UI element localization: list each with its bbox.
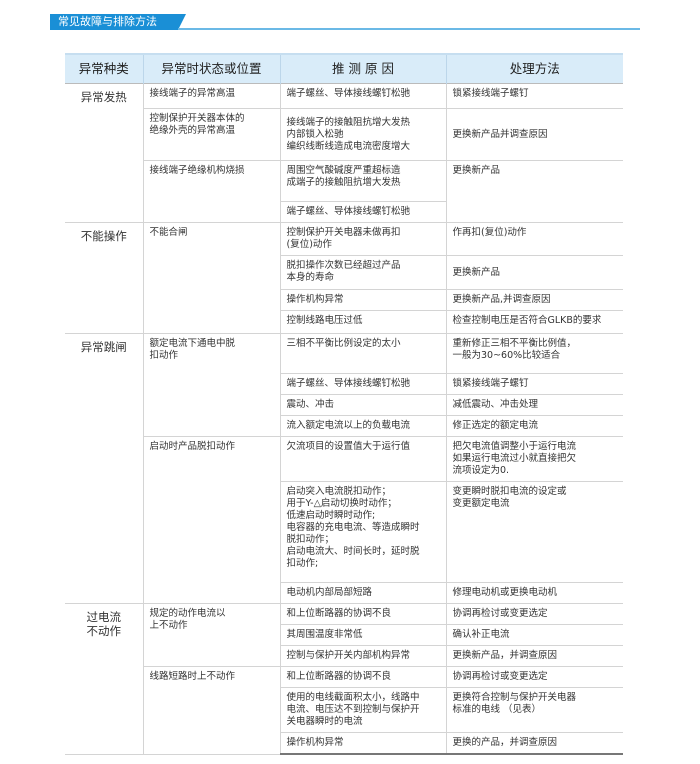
section-title: 常见故障与排除方法 [50, 14, 186, 30]
state-cell: 不能合闸 [142, 222, 281, 334]
table-row: 操作机构异常 更换的产品，并调查原因 [65, 732, 623, 755]
solution-cell: 修理电动机或更换电动机 [445, 582, 623, 604]
category-cell: 异常发热 [65, 83, 144, 223]
cause-cell: 启动突入电流脱扣动作； 用于Y-△启动切换时动作； 低速启动时瞬时动作; 电容器… [279, 481, 447, 583]
state-cell: 启动时产品脱扣动作 [142, 436, 281, 604]
table-header-row: 异常种类 异常时状态或位置 推 测 原 因 处理方法 [65, 53, 623, 84]
cause-cell: 操作机构异常 [279, 732, 447, 755]
solution-cell: 协调再检讨或变更选定 [445, 603, 623, 625]
table-row: 线路短路时上不动作 和上位断路器的协调不良 协调再检讨或变更选定 [65, 666, 623, 755]
table-row: 控制线路电压过低 检查控制电压是否符合GLKB的要求 [65, 310, 623, 334]
state-cell: 额定电流下通电中脱 扣动作 [142, 333, 281, 437]
cause-cell: 流入额定电流以上的负载电流 [279, 415, 447, 437]
cause-cell: 周围空气酸碱度严重超标造 成端子的接触阻抗增大发热 [279, 160, 447, 202]
table-row: 电动机内部局部短路 修理电动机或更换电动机 [65, 582, 623, 604]
table-row: 流入额定电流以上的负载电流 修正选定的额定电流 [65, 415, 623, 437]
cause-cell: 其周围温度非常低 [279, 624, 447, 646]
cause-cell: 和上位断路器的协调不良 [279, 603, 447, 625]
table-row: 端子螺丝、导体接线螺钉松驰 锁紧接线端子螺钉 [65, 373, 623, 395]
cause-cell: 使用的电线截面积太小，线路中 电流、电压达不到控制与保护开 关电器瞬时的电流 [279, 687, 447, 733]
cause-cell: 控制保护开关电器未做再扣 (复位)动作 [279, 222, 447, 256]
header-cause: 推 测 原 因 [279, 53, 446, 84]
cause-cell: 端子螺丝、导体接线螺钉松驰 [279, 201, 446, 223]
solution-cell: 确认补正电流 [445, 624, 623, 646]
cause-cell: 端子螺丝、导体接线螺钉松驰 [279, 83, 447, 109]
solution-cell: 更换新产品 [445, 160, 623, 223]
state-cell: 控制保护开关器本体的 绝缘外壳的异常高温 [142, 108, 281, 161]
category-cell: 异常跳闸 [65, 333, 144, 604]
table-row: 启动突入电流脱扣动作； 用于Y-△启动切换时动作； 低速启动时瞬时动作; 电容器… [65, 481, 623, 583]
cause-cell: 操作机构异常 [279, 289, 447, 311]
cause-cell: 脱扣操作次数已经超过产品 本身的寿命 [279, 255, 447, 290]
state-cell: 接线端子绝缘机构烧损 [142, 160, 281, 223]
table-row: 启动时产品脱扣动作 欠流项目的设置值大于运行值 把欠电流值调整小于运行电流 如果运行… [65, 436, 623, 604]
troubleshooting-table: 异常种类 异常时状态或位置 推 测 原 因 处理方法 异常发热 接线端子的异常高温… [65, 53, 623, 755]
table-row: 异常发热 接线端子的异常高温 端子螺丝、导体接线螺钉松驰 锁紧接线端子螺钉 [65, 83, 623, 223]
cause-cell: 三相不平衡比例设定的太小 [279, 333, 447, 374]
category-cell: 过电流 不动作 [65, 603, 144, 755]
solution-cell: 变更瞬时脱扣电流的设定或 变更额定电流 [445, 481, 623, 583]
solution-cell: 减低震动、冲击处理 [445, 394, 623, 416]
state-cell: 接线端子的异常高温 [142, 83, 281, 109]
table-body: 异常发热 接线端子的异常高温 端子螺丝、导体接线螺钉松驰 锁紧接线端子螺钉 控制保护开关… [65, 83, 623, 755]
solution-cell: 更换新产品 [445, 255, 623, 290]
solution-cell: 把欠电流值调整小于运行电流 如果运行电流过小就直接把欠 流项设定为0. [445, 436, 623, 482]
solution-cell: 更换符合控制与保护开关电器 标准的电线 （见表） [445, 687, 623, 733]
table-row: 控制保护开关器本体的 绝缘外壳的异常高温 接线端子的接触阻抗增大发热 内部锁入松驰… [65, 108, 623, 161]
solution-cell: 更换新产品,并调查原因 [445, 289, 623, 311]
solution-cell: 更换新产品，并调查原因 [445, 645, 623, 667]
table-row: 接线端子绝缘机构烧损 周围空气酸碱度严重超标造 成端子的接触阻抗增大发热 更换新产品 [65, 160, 623, 223]
header-solution: 处理方法 [445, 53, 623, 84]
table-row: 使用的电线截面积太小，线路中 电流、电压达不到控制与保护开 关电器瞬时的电流 更换… [65, 687, 623, 733]
cause-cell: 端子螺丝、导体接线螺钉松驰 [279, 373, 447, 395]
table-row: 不能操作 不能合闸 控制保护开关电器未做再扣 (复位)动作 作再扣(复位)动作 [65, 222, 623, 334]
state-cell: 规定的动作电流以 上不动作 [142, 603, 281, 667]
cause-cell: 控制与保护开关内部机构异常 [279, 645, 447, 667]
cause-cell: 和上位断路器的协调不良 [279, 666, 447, 688]
category-cell: 不能操作 [65, 222, 144, 334]
solution-cell: 检查控制电压是否符合GLKB的要求 [445, 310, 623, 334]
solution-cell: 锁紧接线端子螺钉 [445, 373, 623, 395]
solution-cell: 重新修正三相不平衡比例值， 一般为30~60%比较适合 [445, 333, 623, 374]
cause-cell: 接线端子的接触阻抗增大发热 内部锁入松驰 编织线断线造成电流密度增大 [279, 108, 447, 161]
header-state: 异常时状态或位置 [142, 53, 280, 84]
cause-cell: 震动、冲击 [279, 394, 447, 416]
solution-cell: 更换的产品，并调查原因 [445, 732, 623, 755]
header-category: 异常种类 [65, 53, 143, 84]
cause-cell: 欠流项目的设置值大于运行值 [279, 436, 447, 482]
solution-cell: 更换新产品并调查原因 [445, 108, 623, 161]
title-divider [178, 28, 640, 30]
solution-cell: 锁紧接线端子螺钉 [445, 83, 623, 109]
state-cell: 线路短路时上不动作 [142, 666, 281, 755]
table-row: 操作机构异常 更换新产品,并调查原因 [65, 289, 623, 311]
solution-cell: 修正选定的额定电流 [445, 415, 623, 437]
cause-cell: 电动机内部局部短路 [279, 582, 447, 604]
solution-cell: 作再扣(复位)动作 [445, 222, 623, 256]
table-row: 过电流 不动作 规定的动作电流以 上不动作 和上位断路器的协调不良 协调再检讨或变更选… [65, 603, 623, 755]
solution-cell: 协调再检讨或变更选定 [445, 666, 623, 688]
table-row: 脱扣操作次数已经超过产品 本身的寿命 更换新产品 [65, 255, 623, 290]
table-row: 异常跳闸 额定电流下通电中脱 扣动作 三相不平衡比例设定的太小 重新修正三相不平衡比例… [65, 333, 623, 604]
cause-cell: 控制线路电压过低 [279, 310, 447, 334]
